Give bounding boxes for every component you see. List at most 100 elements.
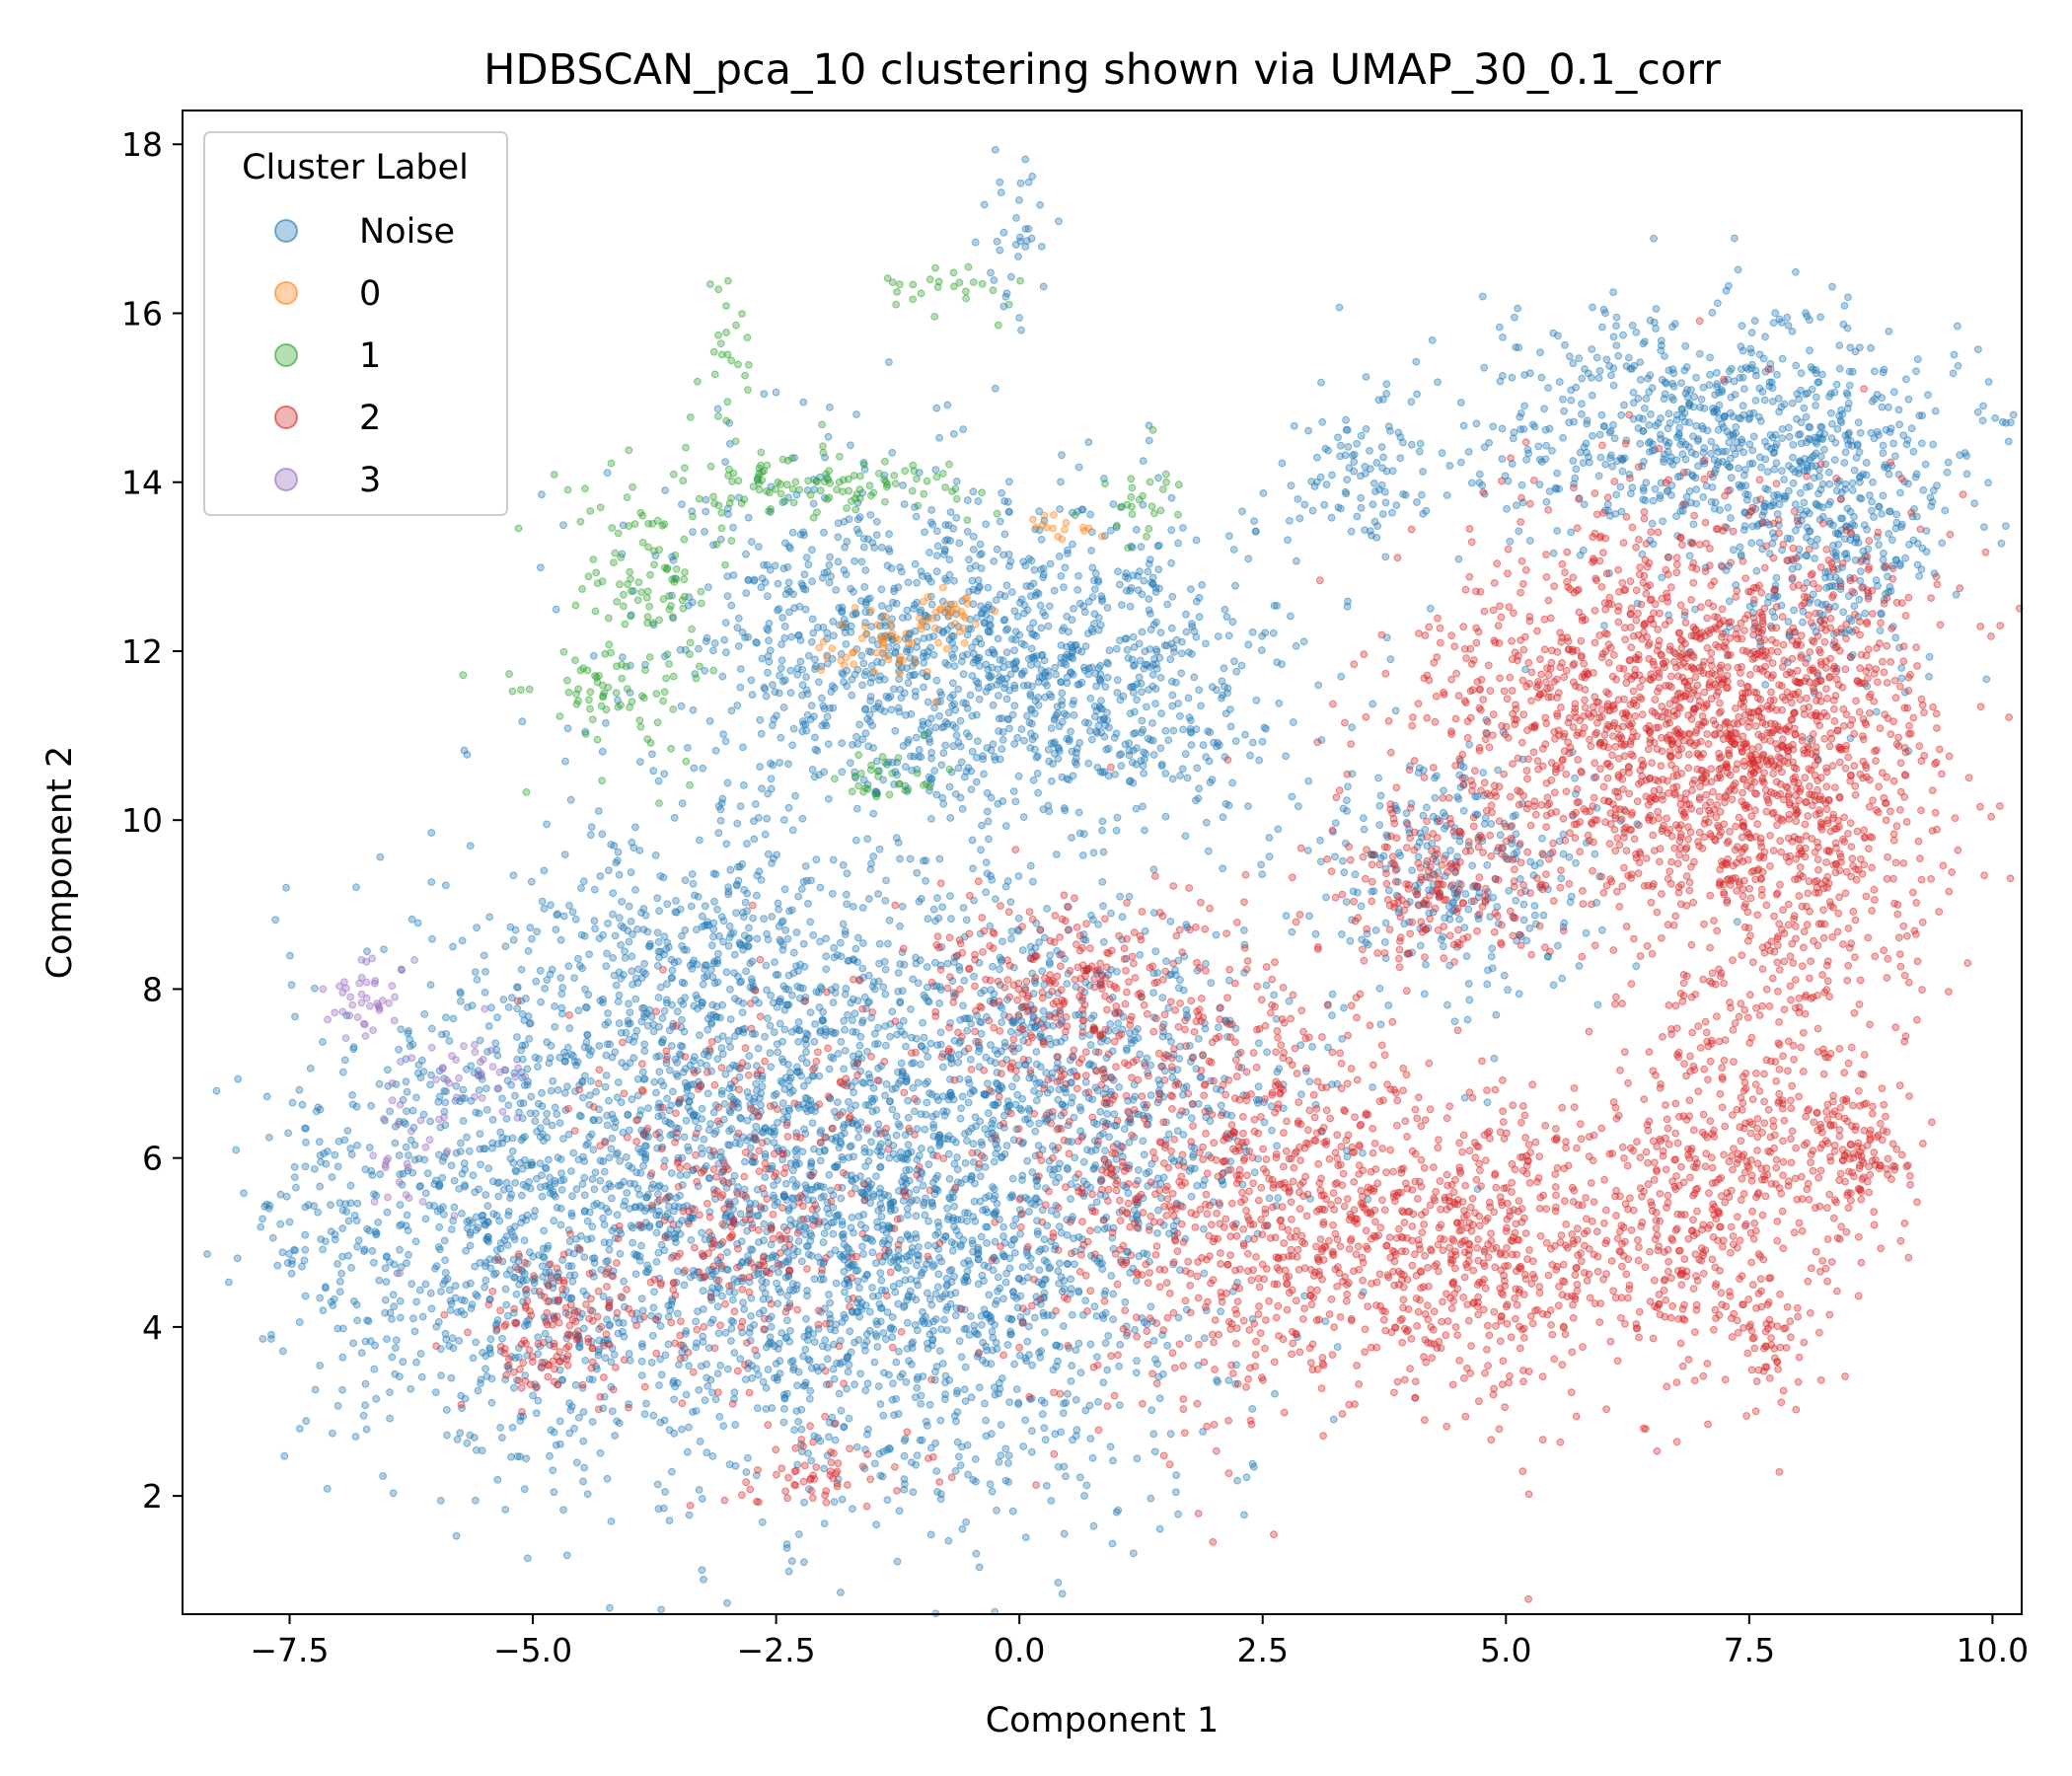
data-point <box>1002 1269 1010 1278</box>
data-point <box>913 868 922 877</box>
data-point <box>954 1058 963 1067</box>
data-point <box>841 543 849 552</box>
data-point <box>412 1093 420 1102</box>
data-point <box>1093 763 1102 772</box>
data-point <box>761 1173 770 1181</box>
data-point <box>609 954 618 962</box>
data-point <box>740 781 748 789</box>
data-point <box>845 1153 853 1161</box>
data-point <box>827 1186 835 1195</box>
data-point <box>810 1275 819 1284</box>
data-point <box>579 1437 588 1445</box>
data-point <box>851 1009 859 1018</box>
data-point <box>770 715 778 723</box>
data-point <box>442 1406 451 1414</box>
data-point <box>1129 1549 1138 1558</box>
data-point <box>906 854 915 863</box>
data-point <box>938 1293 947 1301</box>
data-point <box>932 567 941 576</box>
data-point <box>977 1029 986 1038</box>
data-point <box>982 858 991 866</box>
data-point <box>1027 661 1035 669</box>
data-point <box>727 706 736 715</box>
data-point <box>991 1320 999 1329</box>
data-point <box>510 1383 518 1392</box>
data-point <box>949 742 958 751</box>
data-point <box>823 567 832 576</box>
data-point <box>604 920 612 927</box>
data-point <box>1187 741 1196 749</box>
data-point <box>685 1362 693 1370</box>
data-point <box>984 627 993 635</box>
data-point <box>635 1191 644 1199</box>
data-point <box>923 1098 931 1107</box>
data-point <box>1060 1285 1069 1294</box>
data-point <box>423 1169 432 1178</box>
data-point <box>861 600 870 609</box>
data-point <box>1278 459 1287 468</box>
data-point <box>1161 726 1170 735</box>
data-point <box>958 651 967 660</box>
data-point <box>822 965 831 974</box>
data-point <box>752 1079 760 1088</box>
data-point <box>877 1193 886 1202</box>
data-point <box>663 900 672 909</box>
data-point <box>976 1172 985 1181</box>
data-point <box>847 1348 855 1357</box>
data-point <box>921 528 928 537</box>
data-point <box>1250 517 1258 525</box>
data-point <box>511 1166 520 1174</box>
data-point <box>1044 746 1053 754</box>
data-point <box>1098 826 1106 835</box>
data-point <box>271 916 280 925</box>
data-point <box>1047 1497 1056 1505</box>
data-point <box>485 913 494 922</box>
data-point <box>896 1122 904 1131</box>
data-point <box>801 720 810 728</box>
data-point <box>511 1091 519 1100</box>
data-point <box>1087 663 1096 672</box>
data-point <box>1286 517 1294 525</box>
data-point <box>872 1172 880 1180</box>
data-point <box>772 388 780 397</box>
data-point <box>1006 1193 1014 1202</box>
data-point <box>1042 1482 1051 1490</box>
data-point <box>627 868 635 876</box>
data-point <box>677 702 686 710</box>
data-point <box>1059 1322 1068 1330</box>
data-point <box>1027 1254 1035 1263</box>
data-point <box>866 511 875 519</box>
data-point <box>1050 739 1058 748</box>
data-point <box>1100 1291 1109 1298</box>
data-point <box>876 1163 884 1171</box>
data-point <box>1018 1263 1027 1272</box>
data-point <box>1222 613 1231 621</box>
data-point <box>519 1055 527 1064</box>
data-point <box>1112 644 1121 653</box>
data-point <box>1149 1337 1158 1345</box>
data-point <box>942 1282 951 1291</box>
data-point <box>883 561 892 570</box>
data-point <box>1118 601 1126 609</box>
data-point <box>805 1394 814 1403</box>
data-point <box>1084 670 1093 679</box>
data-point <box>408 1106 417 1115</box>
data-point <box>632 1250 641 1259</box>
data-point <box>598 747 607 756</box>
data-point <box>773 1373 781 1381</box>
data-point <box>900 1030 909 1039</box>
data-point <box>1155 541 1163 550</box>
data-point <box>421 1189 430 1198</box>
data-point <box>913 1383 922 1392</box>
data-point <box>483 1202 492 1211</box>
data-point <box>1161 770 1170 777</box>
data-point <box>1125 777 1134 785</box>
data-point <box>960 1325 969 1333</box>
data-point <box>912 1230 920 1238</box>
data-point <box>502 1270 511 1279</box>
data-point <box>549 1076 557 1085</box>
data-point <box>608 1110 617 1119</box>
data-point <box>1076 1106 1085 1115</box>
data-point <box>1060 583 1068 592</box>
data-point <box>968 711 977 720</box>
